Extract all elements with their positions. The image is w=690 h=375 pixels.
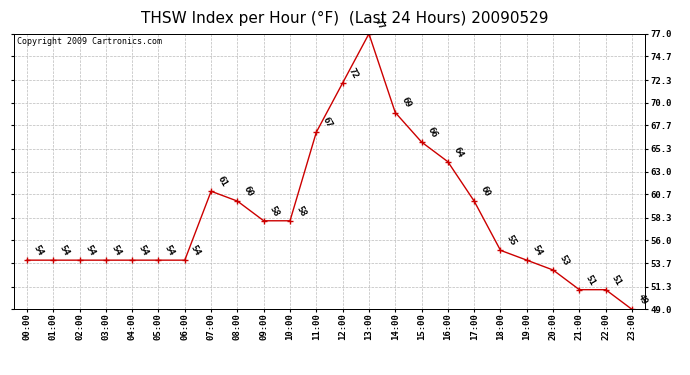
- Text: 54: 54: [110, 244, 124, 257]
- Text: 54: 54: [137, 244, 150, 257]
- Text: 60: 60: [478, 184, 491, 198]
- Text: 54: 54: [57, 244, 70, 257]
- Text: 55: 55: [504, 234, 518, 248]
- Text: 66: 66: [426, 126, 439, 139]
- Text: THSW Index per Hour (°F)  (Last 24 Hours) 20090529: THSW Index per Hour (°F) (Last 24 Hours)…: [141, 11, 549, 26]
- Text: 67: 67: [320, 116, 334, 129]
- Text: 61: 61: [215, 175, 228, 189]
- Text: 60: 60: [241, 184, 255, 198]
- Text: 54: 54: [189, 244, 202, 257]
- Text: 58: 58: [294, 204, 307, 218]
- Text: 77: 77: [373, 17, 386, 31]
- Text: 54: 54: [163, 244, 176, 257]
- Text: 53: 53: [558, 254, 571, 267]
- Text: 64: 64: [452, 145, 465, 159]
- Text: 54: 54: [83, 244, 97, 257]
- Text: 69: 69: [400, 96, 413, 110]
- Text: 49: 49: [636, 293, 649, 307]
- Text: 51: 51: [610, 273, 623, 287]
- Text: 72: 72: [347, 66, 360, 80]
- Text: 58: 58: [268, 204, 281, 218]
- Text: 54: 54: [531, 244, 544, 257]
- Text: 51: 51: [584, 273, 597, 287]
- Text: Copyright 2009 Cartronics.com: Copyright 2009 Cartronics.com: [17, 36, 162, 45]
- Text: 54: 54: [31, 244, 44, 257]
